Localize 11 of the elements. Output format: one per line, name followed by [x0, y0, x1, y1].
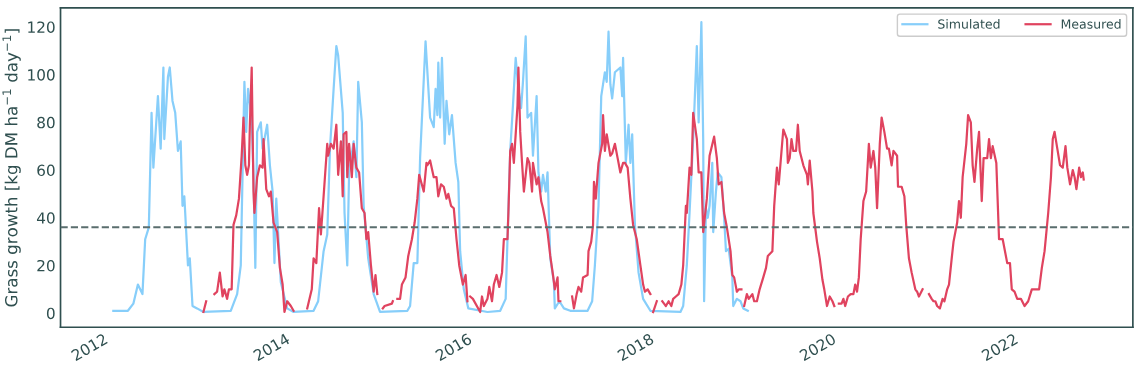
y-tick-label: 60 [37, 164, 55, 177]
legend-label: Measured [1061, 19, 1121, 29]
y-tick-label: 20 [37, 259, 55, 272]
y-tick-label: 0 [46, 307, 55, 320]
y-tick-label: 40 [36, 212, 55, 224]
legend-label: Simulated [938, 19, 1000, 29]
y-tick-label: 80 [37, 116, 55, 129]
y-tick-label: 120 [28, 21, 55, 33]
y-axis-title: Grass growth [kg DM ha$^{−1}$ day$^{−1}$] [2, 29, 21, 307]
line-series [112, 21, 749, 314]
y-tick-label: 100 [28, 69, 55, 81]
